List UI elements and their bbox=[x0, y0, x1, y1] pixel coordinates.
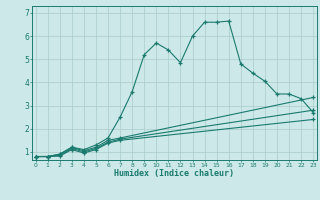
X-axis label: Humidex (Indice chaleur): Humidex (Indice chaleur) bbox=[115, 169, 234, 178]
